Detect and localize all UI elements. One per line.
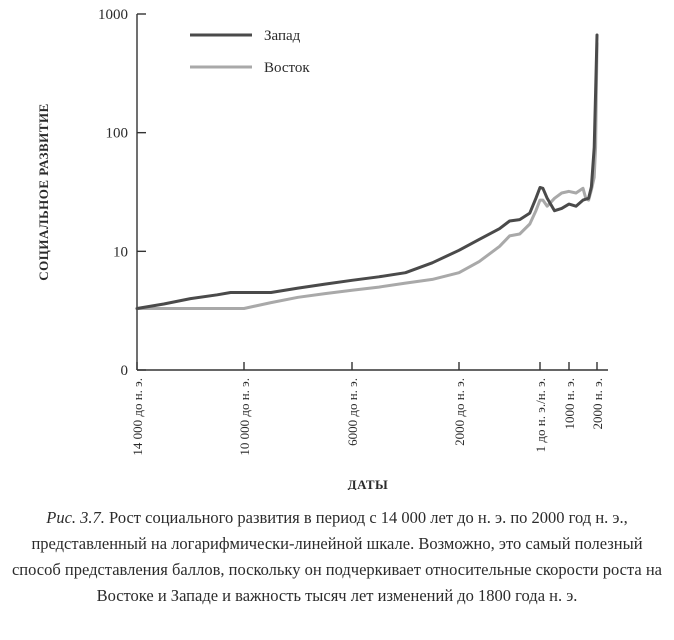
series-line-east bbox=[135, 41, 599, 310]
legend-label: Восток bbox=[264, 60, 310, 76]
x-ticks: 14 000 до н. э. 10 000 до н. э. 6000 до н.… bbox=[130, 362, 605, 456]
x-tick-label: 2000 до н. э. bbox=[452, 378, 467, 446]
series-line-west bbox=[135, 33, 599, 310]
series-lines bbox=[135, 33, 599, 310]
y-tick-label: 100 bbox=[106, 126, 129, 142]
caption-text: Рост социального развития в период с 14 … bbox=[11, 508, 663, 605]
x-tick-label: 2000 н. э. bbox=[590, 378, 605, 430]
legend-label: Запад bbox=[264, 28, 301, 44]
caption-figure-label: Рис. 3.7. bbox=[46, 508, 105, 527]
axes bbox=[136, 14, 608, 371]
x-tick-label: 10 000 до н. э. bbox=[237, 378, 252, 456]
y-tick-label: 0 bbox=[121, 363, 129, 379]
x-axis-label: ДАТЫ bbox=[348, 477, 389, 490]
y-axis-label: СОЦИАЛЬНОЕ РАЗВИТИЕ bbox=[36, 103, 51, 280]
legend: Запад Восток bbox=[190, 28, 310, 76]
figure-caption: Рис. 3.7. Рост социального развития в пе… bbox=[8, 505, 666, 609]
y-tick-label: 10 bbox=[113, 244, 128, 260]
y-tick-label: 1000 bbox=[98, 7, 128, 23]
x-tick-label: 1 до н. э./н. э. bbox=[533, 378, 548, 452]
x-tick-label: 6000 до н. э. bbox=[345, 378, 360, 446]
x-tick-label: 14 000 до н. э. bbox=[130, 378, 145, 456]
x-tick-label: 1000 н. э. bbox=[562, 378, 577, 430]
